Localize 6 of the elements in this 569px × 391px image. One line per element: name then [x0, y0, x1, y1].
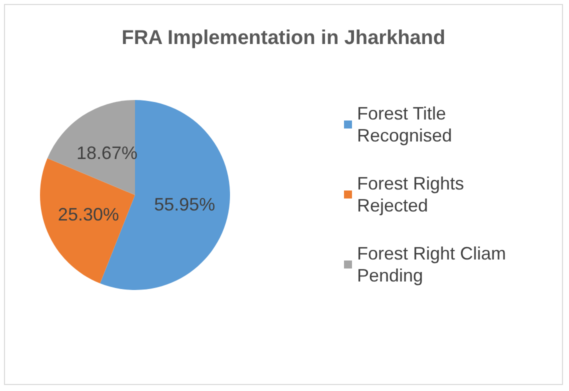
data-label: 25.30%	[58, 204, 119, 225]
data-label: 55.95%	[154, 194, 216, 214]
chart-title: FRA Implementation in Jharkhand	[122, 27, 446, 49]
legend-label: Forest Right Cliam Pending	[357, 244, 512, 286]
legend-label: Forest Title Recognised	[357, 104, 452, 146]
legend-label: Forest Rights Rejected	[357, 174, 470, 216]
